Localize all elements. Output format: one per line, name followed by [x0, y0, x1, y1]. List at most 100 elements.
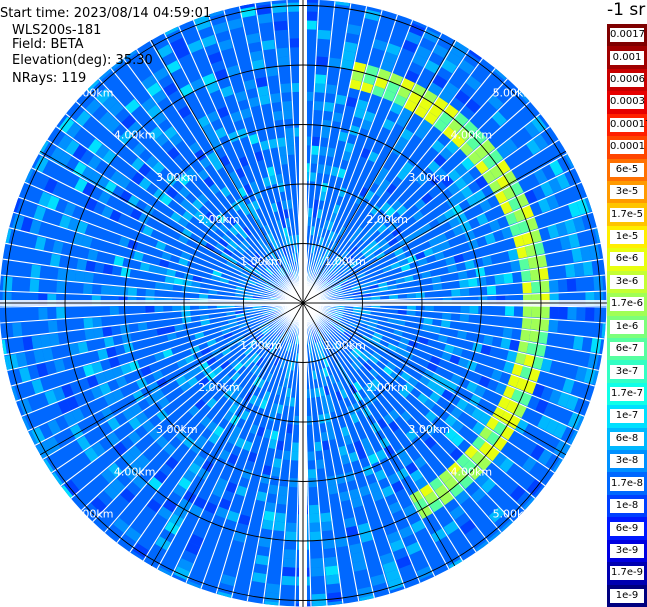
- range-bin: [377, 223, 388, 234]
- range-bin: [183, 490, 198, 504]
- range-bin: [500, 425, 515, 441]
- range-bin: [251, 200, 260, 211]
- range-bin: [349, 79, 362, 91]
- range-bin: [87, 155, 102, 171]
- range-bin: [72, 232, 85, 247]
- range-bin: [539, 318, 550, 332]
- range-bin: [200, 34, 217, 48]
- range-bin: [328, 484, 339, 495]
- range-bin: [310, 558, 324, 568]
- range-bin: [247, 96, 260, 108]
- range-bin: [238, 514, 252, 526]
- range-bin: [200, 347, 211, 356]
- range-bin: [95, 372, 108, 386]
- ray-separator: [302, 227, 598, 304]
- range-bin: [269, 344, 277, 354]
- range-bin: [332, 204, 341, 215]
- range-bin: [351, 496, 364, 509]
- colorbar-tick-label: 3e-9: [610, 543, 644, 558]
- ring-label: 4.00km: [114, 129, 156, 142]
- range-bin: [585, 306, 595, 321]
- range-bin: [510, 485, 527, 502]
- range-bin: [244, 347, 253, 356]
- ray-separator: [302, 113, 541, 304]
- range-bin: [309, 172, 317, 182]
- range-bin: [279, 330, 286, 339]
- azimuth-spoke: [150, 40, 304, 304]
- instrument-label: WLS200s-181: [12, 23, 102, 38]
- range-bin: [320, 256, 326, 266]
- ray-separator: [302, 302, 391, 594]
- range-bin: [273, 521, 286, 532]
- range-bin: [206, 357, 217, 367]
- range-bin: [372, 38, 388, 52]
- range-bin: [233, 265, 244, 273]
- range-bin: [360, 245, 371, 255]
- colorbar-tick-label: 6e-5: [610, 162, 644, 177]
- range-bin: [164, 276, 175, 285]
- range-bin: [105, 117, 121, 134]
- range-bin: [363, 249, 373, 258]
- range-bin: [357, 586, 374, 599]
- range-bin: [323, 219, 330, 230]
- range-bin: [466, 380, 479, 393]
- range-bin: [390, 539, 406, 552]
- range-bin: [225, 481, 238, 494]
- range-bin: [463, 120, 478, 136]
- range-bin: [68, 343, 80, 356]
- range-bin: [102, 326, 113, 338]
- range-bin: [118, 286, 129, 297]
- range-bin: [234, 385, 244, 396]
- range-bin: [155, 536, 172, 551]
- range-bin: [371, 489, 385, 502]
- range-bin: [318, 236, 324, 247]
- range-bin: [319, 319, 327, 327]
- range-bin: [432, 43, 449, 59]
- range-bin: [91, 497, 108, 514]
- range-bin: [257, 378, 266, 389]
- range-bin: [367, 226, 377, 236]
- range-bin: [405, 429, 418, 442]
- range-bin: [443, 520, 460, 536]
- range-bin: [218, 498, 232, 511]
- range-bin: [332, 255, 341, 264]
- range-bin: [313, 101, 324, 111]
- range-bin: [162, 82, 178, 97]
- range-bin: [459, 313, 470, 322]
- ray-separator: [302, 302, 477, 553]
- range-bin: [289, 38, 302, 48]
- range-bin: [118, 236, 130, 248]
- range-bin: [396, 555, 412, 569]
- range-bin: [333, 286, 342, 292]
- range-bin: [526, 342, 538, 355]
- range-bin: [220, 574, 237, 587]
- range-bin: [319, 191, 327, 202]
- range-bin: [220, 85, 234, 98]
- range-bin: [228, 392, 239, 404]
- ray-separator: [60, 302, 304, 487]
- range-bin: [530, 229, 542, 243]
- ray-separator: [302, 89, 520, 304]
- range-bin: [80, 166, 95, 182]
- range-bin: [323, 270, 331, 279]
- range-bin: [235, 310, 245, 315]
- azimuth-spoke: [302, 302, 456, 566]
- range-bin: [388, 420, 400, 433]
- range-bin: [313, 199, 319, 209]
- range-bin: [206, 110, 220, 124]
- ray-separator: [27, 302, 304, 432]
- range-bin: [270, 430, 279, 441]
- range-bin: [314, 264, 320, 274]
- range-bin: [274, 239, 282, 249]
- range-bin: [178, 173, 191, 186]
- colorbar-tick-label: 0.0001: [610, 140, 645, 155]
- range-bin: [351, 70, 365, 82]
- range-bin: [38, 307, 48, 321]
- range-bin: [265, 583, 281, 594]
- ring-label: 5.00km: [493, 507, 535, 520]
- range-bin: [325, 84, 337, 95]
- range-bin: [362, 395, 373, 407]
- range-bin: [268, 484, 279, 495]
- range-bin: [371, 85, 385, 98]
- range-bin: [52, 386, 66, 402]
